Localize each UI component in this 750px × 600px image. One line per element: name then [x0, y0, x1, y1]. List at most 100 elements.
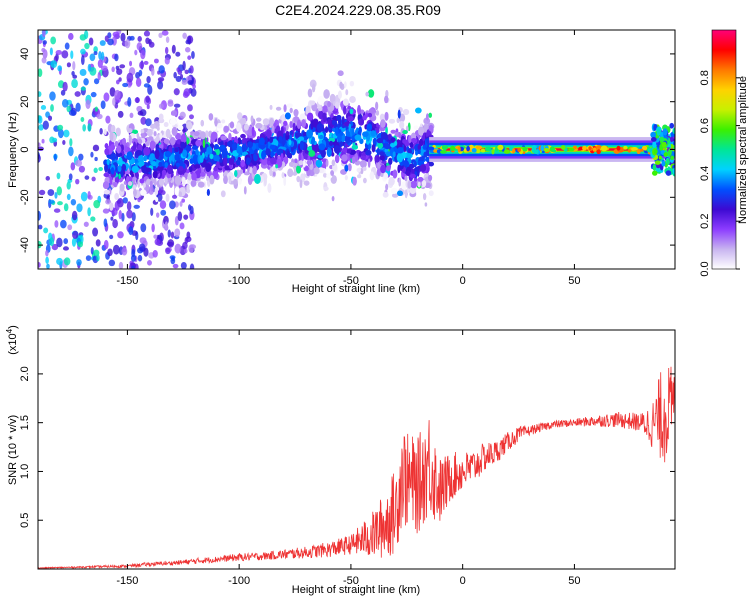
- spectrogram-cell: [57, 124, 64, 131]
- spectrogram-cell: [215, 161, 220, 169]
- spectrogram-cell: [207, 146, 213, 155]
- spectrogram-cell: [206, 189, 210, 196]
- colorbar-tick-label: 0.8: [699, 70, 711, 85]
- spectrogram-cell: [182, 149, 188, 158]
- spectrogram-cell: [240, 133, 246, 139]
- spectrogram-cell: [661, 160, 666, 167]
- spectrogram-cell: [100, 65, 108, 71]
- spectrogram-cell: [41, 138, 45, 144]
- spectrogram-cell: [90, 91, 97, 98]
- spectrogram-cell: [328, 110, 331, 116]
- spectrogram-cell: [157, 165, 164, 172]
- spectrogram-cell: [79, 68, 87, 77]
- spectrogram-cell: [50, 60, 58, 69]
- spectrogram-cell: [129, 60, 133, 67]
- spectrogram-cell: [68, 146, 74, 157]
- spectrogram-cell: [503, 149, 511, 154]
- spectrogram-cell: [288, 139, 292, 146]
- spectrogram-cell: [140, 223, 147, 233]
- spectrogram-cell: [177, 69, 183, 75]
- spectrogram-cell: [388, 157, 393, 165]
- spectrogram-cell: [344, 81, 347, 88]
- spectrogram-cell: [243, 124, 249, 131]
- spectrogram-cell: [354, 134, 362, 141]
- spectrogram-cell: [70, 50, 74, 60]
- spectrogram-cell: [67, 224, 73, 231]
- spectrogram-cell: [49, 237, 55, 247]
- spectrogram-cell: [121, 144, 124, 151]
- spectrogram-cell: [223, 125, 230, 133]
- spectrogram-cell: [42, 40, 47, 45]
- spectrogram-cell: [392, 151, 396, 158]
- spectrogram-cell: [627, 149, 631, 153]
- spectrogram-cell: [330, 170, 335, 176]
- spectrogram-cell: [439, 150, 447, 154]
- spectrogram-cell: [630, 147, 638, 151]
- spectrogram-cell: [272, 171, 276, 177]
- spectrogram-cell: [165, 36, 170, 43]
- spectrogram-cell: [269, 168, 273, 177]
- spectrogram-cell: [54, 192, 58, 199]
- spectrogram-cell: [666, 158, 670, 166]
- spectrogram-cell: [63, 257, 71, 266]
- spectrogram-y-axis-label: Frequency (Hz): [7, 112, 19, 188]
- spectrogram-cell: [359, 160, 367, 169]
- spectrogram-cell: [317, 95, 325, 105]
- spectrogram-cell: [402, 160, 409, 167]
- spectrogram-cell: [289, 107, 293, 114]
- spectrogram-cell: [324, 126, 329, 134]
- spectrogram-cell: [48, 115, 53, 121]
- spectrogram-cell: [294, 158, 298, 164]
- spectrogram-cell: [128, 135, 132, 145]
- spectrogram-cell: [175, 51, 181, 57]
- spectrogram-cell: [357, 174, 362, 179]
- spectrogram-cell: [98, 166, 104, 172]
- spectrogram-cell: [334, 101, 340, 109]
- spectrogram-cell: [404, 139, 410, 147]
- spectrogram-cell: [114, 89, 121, 100]
- spectrogram-cell: [53, 208, 61, 213]
- spectrogram-cell: [93, 167, 98, 174]
- spectrogram-cell: [146, 104, 150, 110]
- spectrogram-cell: [110, 167, 115, 175]
- y-tick-label: 2.0: [19, 366, 31, 381]
- spectrogram-cell: [344, 175, 348, 181]
- spectrogram-cell: [122, 82, 129, 88]
- spectrogram-cell: [49, 91, 56, 101]
- spectrogram-cell: [345, 89, 349, 96]
- spectrogram-cell: [275, 106, 282, 111]
- spectrogram-cell: [182, 32, 187, 39]
- spectrogram-cell: [174, 186, 180, 196]
- spectrogram-cell: [126, 209, 133, 219]
- spectrogram-cell: [668, 148, 672, 156]
- spectrogram-cell: [202, 139, 206, 149]
- spectrogram-cell: [132, 176, 136, 184]
- spectrogram-cell: [135, 149, 143, 156]
- spectrogram-cell: [124, 145, 128, 153]
- spectrogram-cell: [137, 36, 142, 42]
- y-tick-label: -40: [19, 237, 31, 253]
- spectrogram-cell: [223, 175, 228, 185]
- spectrogram-cell: [234, 170, 238, 178]
- spectrogram-cell: [531, 147, 536, 153]
- spectrogram-cell: [187, 173, 193, 181]
- spectrogram-cell: [219, 144, 226, 150]
- spectrogram-cell: [356, 167, 362, 173]
- spectrogram-cell: [377, 142, 384, 149]
- spectrogram-cell: [85, 255, 92, 262]
- spectrogram-cell: [184, 47, 191, 53]
- spectrogram-cell: [46, 263, 50, 269]
- spectrogram-cell: [128, 226, 134, 236]
- spectrogram-cell: [367, 112, 373, 118]
- spectrogram-cell: [228, 132, 232, 142]
- spectrogram-cell: [38, 240, 42, 249]
- spectrogram-cells: [38, 30, 675, 269]
- spectrogram-cell: [103, 218, 108, 228]
- spectrogram-cell: [62, 81, 68, 92]
- spectrogram-cell: [151, 67, 155, 76]
- spectrogram-cell: [106, 158, 110, 166]
- spectrogram-cell: [157, 80, 164, 90]
- spectrogram-cell: [145, 167, 152, 172]
- spectrogram-cell: [134, 97, 140, 103]
- spectrogram-cell: [120, 163, 127, 172]
